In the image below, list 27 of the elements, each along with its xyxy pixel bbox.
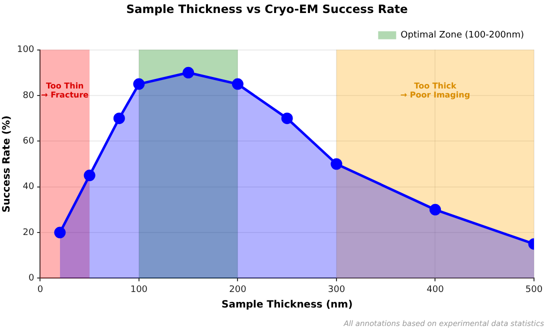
annotation: Too Thick → Poor Imaging — [400, 81, 470, 100]
point — [429, 204, 441, 216]
point — [133, 78, 145, 90]
y-tick-label: 20 — [22, 228, 34, 238]
point — [232, 78, 244, 90]
point — [54, 226, 66, 238]
x-axis-title: Sample Thickness (nm) — [222, 300, 353, 311]
x-tick-label: 200 — [229, 284, 247, 295]
chart-title: Sample Thickness vs Cryo-EM Success Rate — [126, 2, 408, 16]
x-tick-label: 300 — [328, 284, 346, 295]
point — [330, 158, 342, 170]
x-tick-label: 100 — [130, 284, 148, 295]
y-tick-label: 60 — [22, 136, 34, 147]
x-tick-label: 0 — [37, 284, 44, 295]
y-tick-label: 100 — [16, 45, 34, 56]
x-tick-label: 500 — [525, 284, 543, 295]
legend-label: Optimal Zone (100-200nm) — [400, 30, 524, 41]
y-tick-label: 80 — [22, 90, 34, 101]
point — [113, 112, 125, 124]
x-tick-label: 400 — [426, 284, 444, 295]
y-tick-label: 0 — [28, 274, 34, 284]
point — [182, 66, 194, 78]
point — [84, 170, 96, 182]
annotation: Too Thin → Fracture — [41, 81, 90, 100]
y-axis-title: Success Rate (%) — [2, 116, 13, 212]
point — [281, 112, 293, 124]
y-tick-label: 40 — [22, 182, 34, 192]
